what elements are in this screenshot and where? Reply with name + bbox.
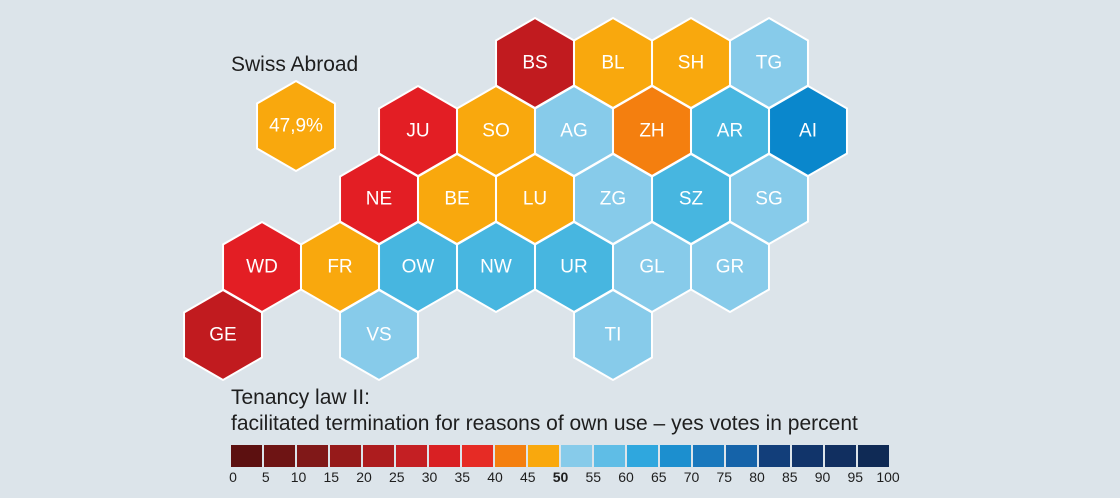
legend-swatch xyxy=(462,445,493,467)
canton-hex-lu: LU xyxy=(495,152,575,246)
canton-hexes: BS BL SH TG JU SO AG ZH AR AI NE BE LU ZG SZ SG WD FR OW NW… xyxy=(183,16,848,382)
canton-hex-ai: AI xyxy=(768,84,848,178)
legend-swatch xyxy=(561,445,592,467)
canton-code-label: GR xyxy=(716,257,745,278)
legend-tick-label: 0 xyxy=(229,469,237,485)
canton-code-label: NW xyxy=(480,257,512,278)
legend-tick-label: 90 xyxy=(814,469,831,485)
canton-code-label: SG xyxy=(755,189,782,210)
canton-code-label: AG xyxy=(560,121,587,142)
title-line-2: facilitated termination for reasons of o… xyxy=(231,412,858,435)
legend-swatch xyxy=(528,445,559,467)
canton-hex-ti: TI xyxy=(573,288,653,382)
canton-hex-nw: NW xyxy=(456,220,536,314)
canton-hex-shape xyxy=(183,288,263,382)
canton-code-label: TI xyxy=(605,325,622,346)
legend-tick-label: 70 xyxy=(683,469,700,485)
legend-swatch xyxy=(429,445,460,467)
legend-swatch xyxy=(594,445,625,467)
legend-tick-label: 30 xyxy=(421,469,438,485)
legend-tick-label: 40 xyxy=(487,469,503,485)
canton-code-label: AI xyxy=(799,121,817,142)
legend-tick-label: 45 xyxy=(519,469,536,485)
legend-tick-label: 95 xyxy=(847,469,864,485)
legend-tick-label: 35 xyxy=(454,469,471,485)
canton-hex-so: SO xyxy=(456,84,536,178)
canton-hex-fr: FR xyxy=(300,220,380,314)
legend-tick-label: 15 xyxy=(323,469,340,485)
canton-code-label: UR xyxy=(560,257,587,278)
canton-code-label: BE xyxy=(444,189,469,210)
swiss-abroad-value: 47,9% xyxy=(269,116,323,137)
canton-code-label: GE xyxy=(209,325,236,346)
legend-color-bar xyxy=(231,445,911,467)
swiss-abroad-hex-shape xyxy=(256,79,336,173)
legend-swatch xyxy=(495,445,526,467)
legend-tick-label: 25 xyxy=(388,469,405,485)
legend-swatch xyxy=(363,445,394,467)
canton-code-label: LU xyxy=(523,189,547,210)
canton-code-label: GL xyxy=(639,257,664,278)
legend-tick-label: 10 xyxy=(290,469,307,485)
canton-code-label: NE xyxy=(366,189,392,210)
legend-tick-labels: 0 5 10 15 20 25 30 35 40 45 50 55 60 65 70 75 80 85 90 95 10… xyxy=(229,467,911,487)
canton-code-label: BL xyxy=(601,53,624,74)
canton-hex-ge: GE xyxy=(183,288,263,382)
legend-swatch xyxy=(792,445,823,467)
legend-tick-label: 55 xyxy=(585,469,602,485)
swiss-abroad-label: Swiss Abroad xyxy=(231,53,359,76)
legend-swatch xyxy=(264,445,295,467)
legend-tick-label: 80 xyxy=(749,469,765,485)
canton-code-label: ZG xyxy=(600,189,626,210)
legend-swatch xyxy=(231,445,262,467)
legend-swatch xyxy=(726,445,757,467)
legend-swatch xyxy=(660,445,691,467)
canton-code-label: OW xyxy=(402,257,435,278)
legend-swatch xyxy=(858,445,889,467)
canton-code-label: SZ xyxy=(679,189,704,210)
legend-tick-label: 100 xyxy=(876,469,900,485)
chart-title: Tenancy law II: facilitated termination … xyxy=(231,385,858,437)
title-line-1: Tenancy law II: xyxy=(231,386,370,409)
canton-code-label: SH xyxy=(678,53,704,74)
canton-code-label: AR xyxy=(717,121,743,142)
canton-code-label: TG xyxy=(756,53,782,74)
legend-tick-label: 20 xyxy=(356,469,372,485)
legend-tick-label: 60 xyxy=(618,469,634,485)
canton-hex-zg: ZG xyxy=(573,152,653,246)
legend-tick-label: 5 xyxy=(261,469,270,485)
legend-swatch xyxy=(759,445,790,467)
legend-swatch xyxy=(825,445,856,467)
canton-hex-gr: GR xyxy=(690,220,770,314)
legend-swatch xyxy=(693,445,724,467)
canton-hex-tg: TG xyxy=(729,16,809,110)
legend-tick-label: 65 xyxy=(650,469,667,485)
canton-hex-shape xyxy=(690,220,770,314)
legend-tick-label: 50 xyxy=(552,469,569,485)
legend-swatch xyxy=(330,445,361,467)
canton-code-label: JU xyxy=(406,121,429,142)
color-legend: 0 5 10 15 20 25 30 35 40 45 50 55 60 65 70 75 80 85 90 95 10… xyxy=(229,445,911,487)
canton-code-label: ZH xyxy=(639,121,664,142)
canton-hex-sg: SG xyxy=(729,152,809,246)
swiss-abroad-hex: 47,9% xyxy=(256,79,336,173)
canton-code-label: VS xyxy=(366,325,391,346)
legend-tick-label: 75 xyxy=(716,469,733,485)
canton-code-label: WD xyxy=(246,257,278,278)
canton-hex-vs: VS xyxy=(339,288,419,382)
legend-swatch xyxy=(297,445,328,467)
canton-code-label: FR xyxy=(327,257,352,278)
canton-code-label: SO xyxy=(482,121,509,142)
legend-swatch xyxy=(627,445,658,467)
legend-swatch xyxy=(396,445,427,467)
canton-code-label: BS xyxy=(522,53,547,74)
canton-hex-shape xyxy=(573,288,653,382)
canton-hex-shape xyxy=(339,288,419,382)
canton-hex-bl: BL xyxy=(573,16,653,110)
canton-hex-wd: WD xyxy=(222,220,302,314)
legend-tick-label: 85 xyxy=(781,469,798,485)
